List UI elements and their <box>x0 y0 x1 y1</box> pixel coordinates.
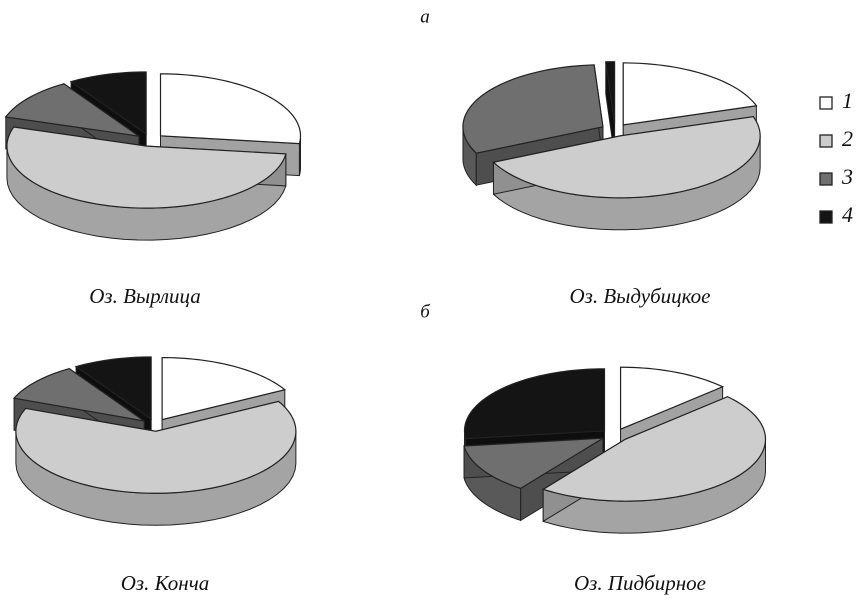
legend-swatch <box>819 172 833 186</box>
pie-slice <box>463 368 606 440</box>
chart-title: Оз. Конча <box>121 571 209 595</box>
chart-title: Оз. Выдубицкое <box>570 284 711 308</box>
panel-label: б <box>420 301 431 322</box>
pie-slice <box>541 396 767 502</box>
legend-label: 3 <box>841 164 853 189</box>
legend-swatch <box>819 96 833 110</box>
legend-swatch <box>819 134 833 148</box>
pie-slice <box>462 64 604 154</box>
legend-label: 2 <box>842 126 853 151</box>
chart-title: Оз. Вырлица <box>89 284 201 308</box>
pie-chart <box>12 356 297 526</box>
pie-slice <box>4 83 140 137</box>
pie-slice <box>492 116 761 199</box>
pie-slice <box>12 367 145 422</box>
pie-slice <box>161 356 287 421</box>
legend-swatch <box>819 210 833 224</box>
chart-title: Оз. Пидбирное <box>574 571 706 595</box>
legend-label: 1 <box>842 88 853 113</box>
pie-chart <box>4 71 302 241</box>
panel-label: а <box>420 6 430 27</box>
pie-slice <box>622 62 758 126</box>
pie-slice <box>159 73 302 145</box>
pie-chart <box>463 366 767 534</box>
pie-slice <box>74 356 152 421</box>
pie-chart <box>462 61 761 231</box>
pie-slice <box>6 126 287 209</box>
pie-slice <box>69 71 147 136</box>
pie-slice <box>15 400 297 494</box>
pie-slice <box>463 437 604 490</box>
pie-slice <box>619 366 725 431</box>
legend-label: 4 <box>842 202 853 227</box>
pie-slice <box>605 61 616 124</box>
